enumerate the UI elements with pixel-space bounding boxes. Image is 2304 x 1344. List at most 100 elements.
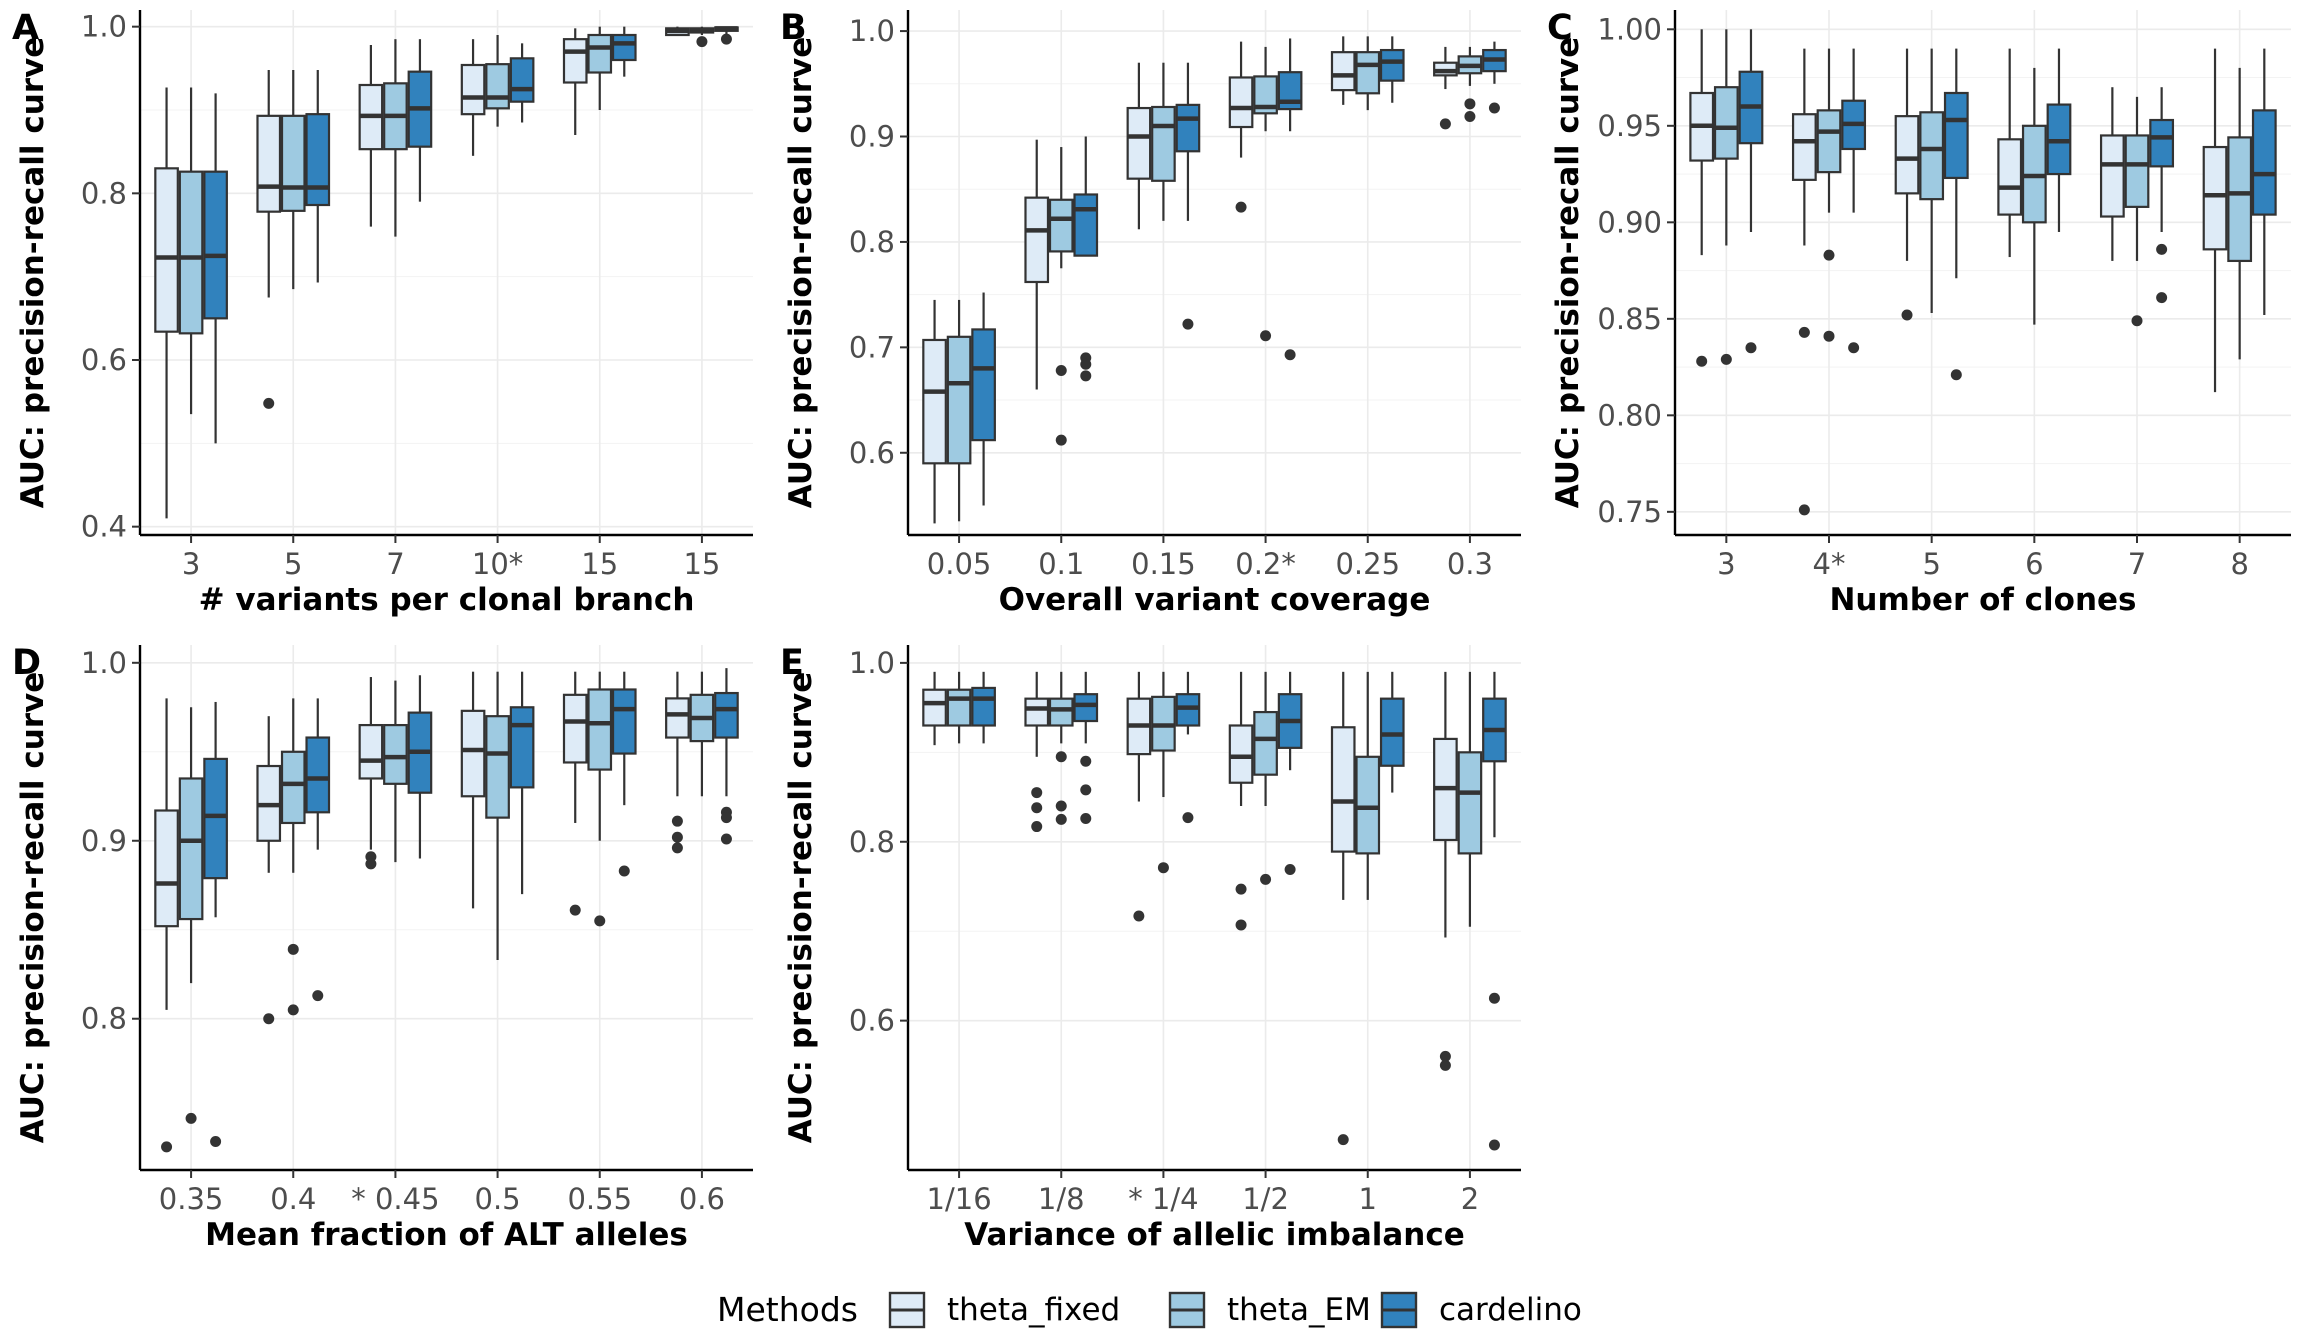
box-mark: [178, 87, 204, 415]
box-mark: [1379, 36, 1405, 103]
box-mark: [587, 671, 613, 927]
outlier-point: [1464, 110, 1476, 122]
y-tick-label: 0.85: [1597, 302, 1662, 336]
box-mark: [1738, 29, 1764, 354]
box-mark: [178, 707, 204, 1124]
series-cardelino: [1738, 29, 2277, 381]
box-iqr: [1175, 103, 1201, 153]
box-mark: [407, 675, 433, 859]
panel-letter: C: [1547, 8, 1573, 48]
outlier-point: [263, 397, 275, 409]
box-mark: [280, 70, 306, 290]
x-tick-label: 0.35: [159, 1182, 224, 1216]
legend-label-cardelino: cardelino: [1439, 1292, 1582, 1328]
outlier-point: [1901, 309, 1913, 321]
box-mark: [2251, 48, 2277, 315]
box-iqr: [2202, 145, 2228, 251]
x-tick-label: 0.25: [1335, 547, 1400, 581]
outlier-point: [287, 943, 299, 955]
outlier-point: [671, 831, 683, 843]
x-tick-label: 0.15: [1131, 547, 1196, 581]
box-mark: [485, 671, 510, 960]
x-tick-label: 0.55: [567, 1182, 632, 1216]
legend-item-cardelino: cardelino: [1380, 1291, 1582, 1329]
box-mark: [383, 680, 408, 863]
outlier-point: [185, 1112, 197, 1124]
y-tick-label: 1.0: [81, 10, 127, 44]
outlier-point: [618, 865, 630, 877]
box-iqr: [509, 57, 535, 103]
series-cardelino: [971, 671, 1507, 1151]
box-iqr: [256, 114, 282, 213]
outlier-point: [1080, 358, 1092, 370]
y-tick-label: 0.6: [81, 343, 127, 377]
y-tick-label: 1.00: [1597, 12, 1662, 46]
box-mark: [1689, 29, 1715, 367]
box-mark: [460, 39, 486, 156]
series-theta-fixed: [922, 36, 1458, 524]
y-tick-label: 1.0: [849, 646, 895, 680]
box-iqr: [1024, 697, 1050, 727]
outlier-point: [1080, 370, 1092, 382]
outlier-point: [1182, 318, 1194, 330]
series-theta-fixed: [922, 671, 1458, 1146]
outlier-point: [671, 815, 683, 827]
box-iqr: [485, 63, 510, 110]
legend: Methods theta_fixed theta_EM cardelino: [717, 1290, 1582, 1329]
box-mark: [1277, 38, 1303, 361]
box-iqr: [358, 723, 384, 780]
box-mark: [1943, 48, 1969, 381]
outlier-point: [720, 812, 732, 824]
gridlines: [140, 645, 753, 1170]
box-iqr: [203, 170, 228, 320]
x-tick-label: 15: [683, 547, 720, 581]
box-mark: [2046, 48, 2072, 232]
x-tick-label: 1: [1359, 1182, 1377, 1216]
box-mark: [1228, 671, 1254, 931]
y-tick-label: 0.75: [1597, 495, 1662, 529]
box-mark: [1073, 136, 1099, 382]
x-tick-label: 5: [284, 547, 302, 581]
box-mark: [1277, 671, 1303, 875]
x-tick-label: 8: [2230, 547, 2248, 581]
box-iqr: [587, 688, 613, 771]
box-mark: [1073, 671, 1099, 825]
box-mark: [2149, 87, 2175, 304]
x-tick-label: 0.4: [270, 1182, 316, 1216]
box-mark: [1816, 48, 1842, 342]
box-iqr: [305, 113, 331, 207]
panel-letter: A: [12, 8, 39, 48]
y-tick-label: 0.7: [849, 330, 895, 364]
series-theta-em: [178, 26, 715, 415]
outlier-point: [1798, 326, 1810, 338]
x-tick-label: 1/16: [927, 1182, 992, 1216]
box-mark: [1841, 48, 1867, 354]
outlier-point: [1823, 330, 1835, 342]
box-mark: [665, 671, 690, 854]
box-mark: [1482, 41, 1507, 114]
y-tick-label: 1.0: [849, 14, 895, 48]
box-iqr: [922, 338, 947, 465]
series-theta-fixed: [154, 26, 690, 519]
box-iqr: [485, 715, 510, 819]
box-mark: [407, 39, 433, 202]
box-iqr: [383, 723, 408, 785]
gridlines: [1675, 10, 2291, 535]
box-mark: [1024, 671, 1050, 833]
box-iqr: [1816, 109, 1842, 174]
x-tick-label: 4*: [1813, 547, 1846, 581]
box-mark: [154, 698, 179, 1153]
box-mark: [509, 671, 535, 895]
gridlines: [140, 10, 753, 535]
box-iqr: [154, 809, 179, 928]
x-axis-title: # variants per clonal branch: [199, 582, 695, 618]
box-iqr: [203, 757, 228, 880]
y-axis-title: AUC: precision-recall curve: [1550, 37, 1586, 509]
box-iqr: [2227, 136, 2253, 263]
box-mark: [1457, 671, 1483, 927]
box-iqr: [1126, 106, 1152, 180]
y-tick-label: 0.4: [81, 510, 127, 544]
box-mark: [1433, 671, 1458, 1071]
x-tick-label: * 0.45: [351, 1182, 439, 1216]
